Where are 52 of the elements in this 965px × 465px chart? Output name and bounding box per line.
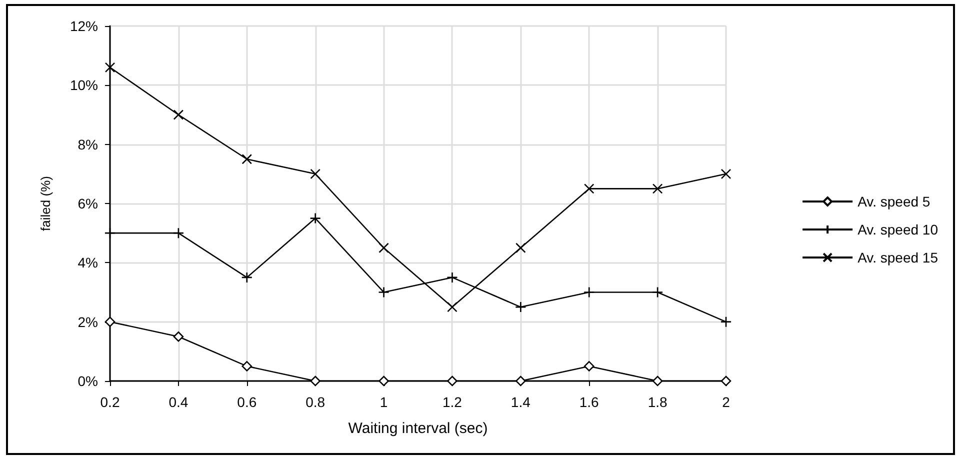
point bbox=[378, 242, 389, 254]
x-tick-label: 0.4 bbox=[168, 394, 188, 410]
point bbox=[652, 376, 663, 386]
point bbox=[104, 227, 116, 239]
point bbox=[584, 361, 594, 372]
x-tick-label: 1.8 bbox=[648, 394, 668, 410]
point bbox=[515, 301, 526, 313]
legend-label: Av. speed 15 bbox=[858, 250, 938, 266]
x-tick-label: 1.4 bbox=[510, 394, 531, 410]
point bbox=[241, 272, 253, 284]
y-tick-label: 8% bbox=[78, 136, 98, 152]
point bbox=[447, 376, 458, 386]
point bbox=[446, 272, 458, 284]
point bbox=[310, 168, 320, 180]
legend-label: Av. speed 10 bbox=[858, 222, 938, 238]
y-tick-label: 0% bbox=[78, 373, 98, 389]
y-tick-label: 12% bbox=[70, 18, 98, 34]
point bbox=[172, 227, 184, 239]
point bbox=[516, 376, 526, 386]
point bbox=[104, 316, 116, 327]
x-tick-label: 0.2 bbox=[100, 394, 120, 410]
x-tick-label: 1.6 bbox=[579, 394, 600, 410]
point bbox=[173, 110, 184, 120]
point bbox=[378, 286, 390, 298]
point bbox=[242, 154, 252, 164]
x-tick-label: 1.2 bbox=[442, 394, 462, 410]
point bbox=[310, 376, 320, 386]
point bbox=[652, 286, 664, 298]
point bbox=[242, 361, 252, 372]
point bbox=[173, 331, 184, 342]
x-tick-label: 2 bbox=[722, 394, 730, 410]
point bbox=[720, 376, 732, 386]
x-tick-label: 1 bbox=[380, 394, 388, 410]
y-axis-title: failed (%) bbox=[38, 176, 53, 231]
y-tick-label: 10% bbox=[70, 77, 98, 94]
y-tick-label: 6% bbox=[78, 196, 98, 212]
point bbox=[516, 242, 526, 254]
x-axis-title: Waiting interval (sec) bbox=[348, 420, 488, 437]
point bbox=[310, 212, 321, 224]
legend-label: Av. speed 5 bbox=[858, 194, 930, 210]
y-tick-label: 2% bbox=[78, 314, 98, 330]
point bbox=[104, 62, 116, 73]
point bbox=[652, 184, 663, 194]
x-tick-label: 0.6 bbox=[237, 394, 257, 410]
point bbox=[378, 376, 389, 386]
point bbox=[720, 316, 732, 328]
point bbox=[447, 302, 458, 312]
point bbox=[584, 184, 594, 194]
point bbox=[720, 168, 732, 180]
x-tick-label: 0.8 bbox=[306, 394, 326, 410]
point bbox=[583, 286, 595, 298]
y-tick-label: 4% bbox=[78, 254, 98, 271]
